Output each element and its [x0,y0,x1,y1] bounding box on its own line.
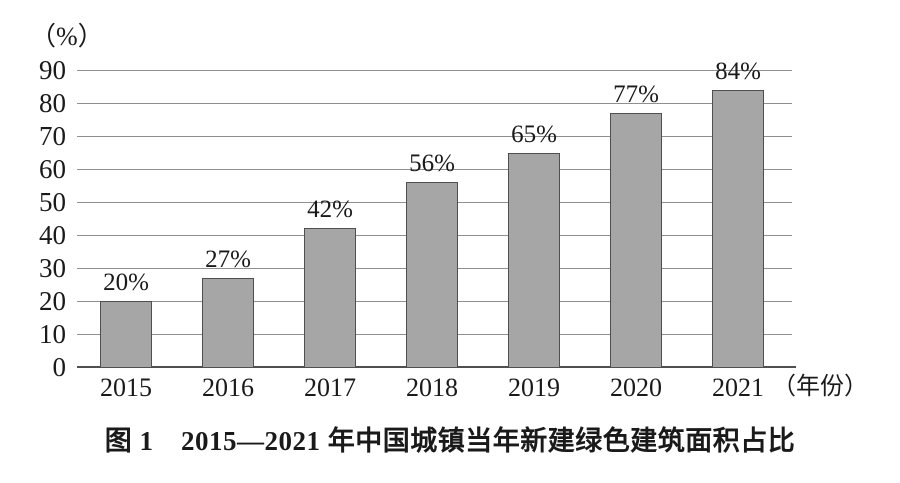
x-axis-tick-label: 2019 [508,373,560,402]
y-axis-tick-label: 0 [52,352,67,382]
bar-2016 [202,277,254,367]
y-gridline [77,135,792,137]
x-axis-tick-label: 2021 [712,373,764,402]
x-axis-line [77,366,796,368]
bar-value-label: 42% [307,196,353,224]
x-axis-unit-label: （年份） [772,374,868,400]
y-axis-tick-label: 20 [39,286,66,316]
y-axis-unit-label: （%） [30,22,104,51]
bar-value-label: 20% [103,269,149,296]
y-axis-tick-label: 10 [39,319,66,349]
y-axis-tick-label: 70 [39,121,66,151]
x-axis-tick-label: 2015 [100,373,152,402]
x-axis-tick-label: 2016 [202,373,254,402]
x-axis-tick-label: 2020 [610,373,662,402]
bar-2015 [100,301,152,367]
y-gridline [77,102,792,104]
y-axis-tick-label: 80 [39,88,66,118]
x-axis-tick-label: 2017 [304,373,356,402]
bar-value-label: 65% [511,120,557,148]
y-axis-tick-label: 40 [39,220,66,250]
bar-2021 [712,89,764,367]
y-axis-tick-label: 90 [39,55,66,85]
bar-value-label: 56% [409,150,455,178]
figure-caption: 图 1 2015—2021 年中国城镇当年新建绿色建筑面积占比 [104,426,796,456]
bar-2018 [406,182,458,367]
x-axis-tick-label: 2018 [406,373,458,402]
y-axis-tick-label: 30 [39,253,66,283]
y-axis-tick-label: 60 [39,154,66,184]
bar-2020 [610,112,662,367]
y-axis-tick-label: 50 [39,187,66,217]
bar-2017 [304,228,356,367]
y-gridline [77,168,792,170]
y-gridline [77,69,792,71]
bar-value-label: 77% [613,80,659,108]
bar-2019 [508,152,560,367]
bar-value-label: 84% [715,57,761,85]
bar-value-label: 27% [205,245,251,273]
